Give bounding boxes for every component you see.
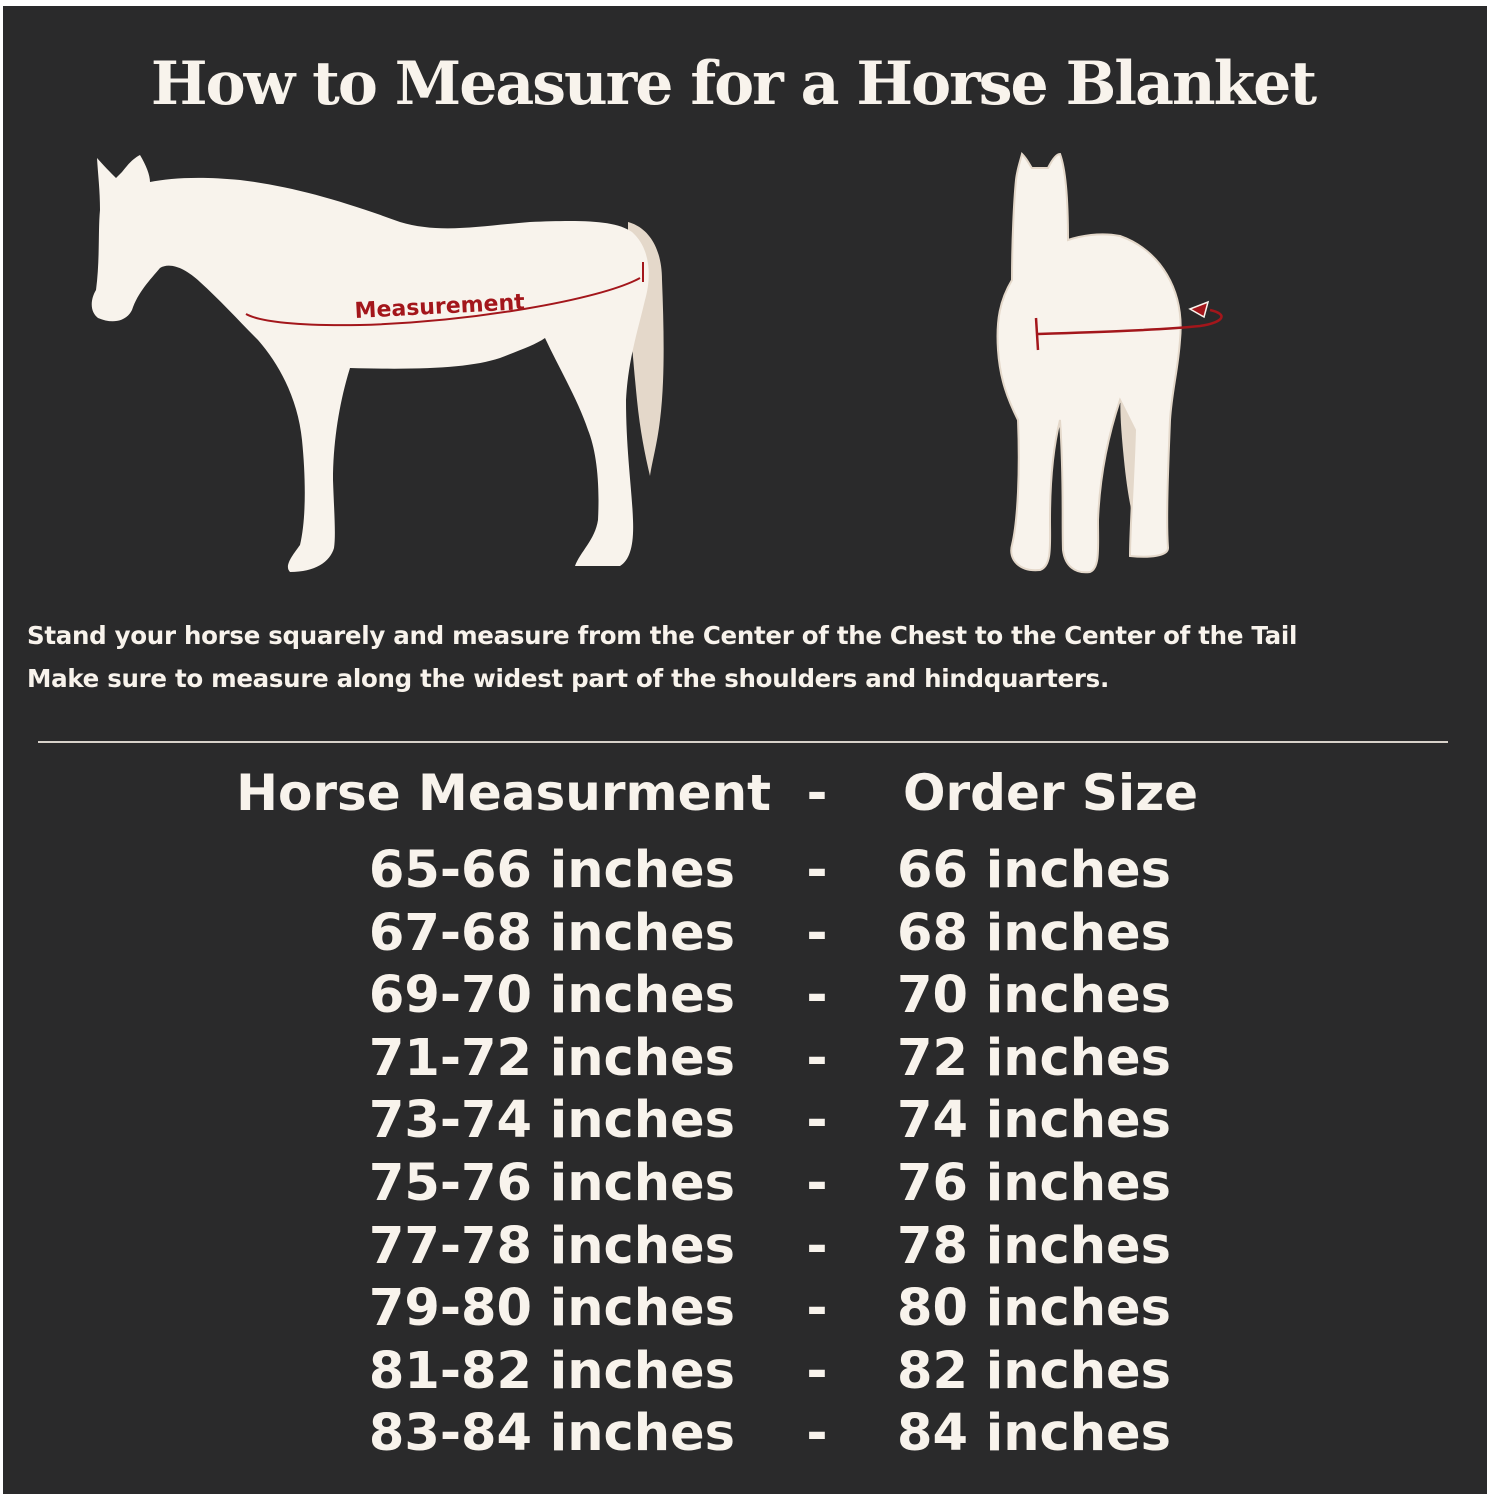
table-row: 79-80 inches - 80 inches [0,1278,1491,1340]
side-view-horse: Measurement [91,155,664,572]
table-header: Horse Measurment - Order Size [0,762,1491,824]
row-measurement: 77-78 inches [368,1216,735,1276]
table-row: 73-74 inches - 74 inches [0,1090,1491,1152]
row-measurement: 69-70 inches [368,966,735,1026]
row-separator: - [806,1279,828,1339]
row-measurement: 71-72 inches [368,1028,735,1088]
table-row: 75-76 inches - 76 inches [0,1153,1491,1215]
front-measurement-start-tick [1034,317,1040,351]
row-size: 78 inches [897,1216,1172,1276]
row-measurement: 83-84 inches [368,1404,735,1464]
table-row: 67-68 inches - 68 inches [0,903,1491,965]
arrow-head-icon [1188,300,1210,319]
table-row: 81-82 inches - 82 inches [0,1341,1491,1403]
instructions: Stand your horse squarely and measure fr… [27,614,1297,700]
divider [38,741,1448,743]
row-separator: - [806,1216,828,1276]
horse-illustrations: Measurement [91,152,1223,574]
table-row: 65-66 inches - 66 inches [0,840,1491,902]
row-size: 76 inches [897,1154,1172,1213]
row-separator: - [806,1091,828,1151]
page-title: How to Measure for a Horse Blanket [150,49,1317,119]
side-horse-body [91,155,649,572]
header-measurement: Horse Measurment [236,764,771,822]
row-separator: - [806,903,828,963]
row-measurement: 65-66 inches [368,841,735,900]
table-row: 69-70 inches - 70 inches [0,965,1491,1027]
table-row: 71-72 inches - 72 inches [0,1028,1491,1090]
row-size: 74 inches [897,1091,1172,1151]
row-measurement: 73-74 inches [368,1091,735,1151]
instruction-line: Make sure to measure along the widest pa… [27,664,1109,693]
front-view-horse [996,152,1223,574]
front-horse-body [996,152,1182,574]
row-measurement: 79-80 inches [368,1279,735,1339]
row-separator: - [806,1028,828,1088]
row-size: 70 inches [897,966,1172,1026]
row-measurement: 81-82 inches [368,1341,735,1401]
row-size: 72 inches [897,1028,1172,1088]
side-measurement-line [245,277,641,327]
row-separator: - [806,841,828,900]
row-size: 68 inches [897,903,1172,963]
row-size: 66 inches [897,841,1172,900]
row-separator: - [806,1404,828,1464]
table-row: 77-78 inches - 78 inches [0,1216,1491,1278]
row-separator: - [806,1341,828,1401]
row-measurement: 75-76 inches [368,1154,735,1213]
front-measurement-line [1037,308,1223,336]
row-size: 80 inches [897,1279,1172,1339]
table-row: 83-84 inches - 84 inches [0,1403,1491,1465]
instruction-line: Stand your horse squarely and measure fr… [27,621,1298,650]
row-separator: - [806,1154,828,1213]
row-measurement: 67-68 inches [368,903,735,963]
header-separator: - [806,764,828,822]
row-size: 82 inches [897,1341,1172,1401]
row-separator: - [806,966,828,1026]
header-size: Order Size [903,764,1199,822]
row-size: 84 inches [897,1404,1172,1464]
